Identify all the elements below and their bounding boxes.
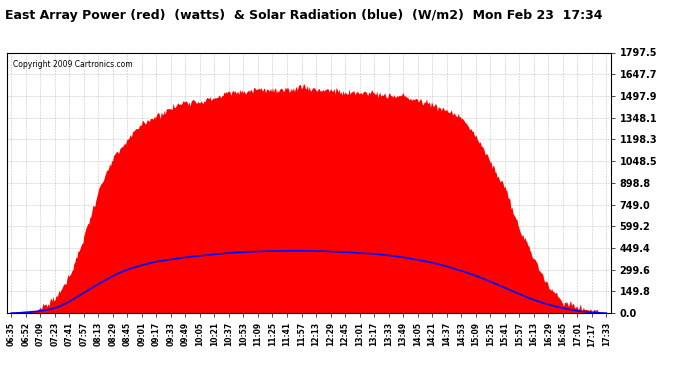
Text: East Array Power (red)  (watts)  & Solar Radiation (blue)  (W/m2)  Mon Feb 23  1: East Array Power (red) (watts) & Solar R… (5, 9, 602, 22)
Text: Copyright 2009 Cartronics.com: Copyright 2009 Cartronics.com (13, 60, 132, 69)
